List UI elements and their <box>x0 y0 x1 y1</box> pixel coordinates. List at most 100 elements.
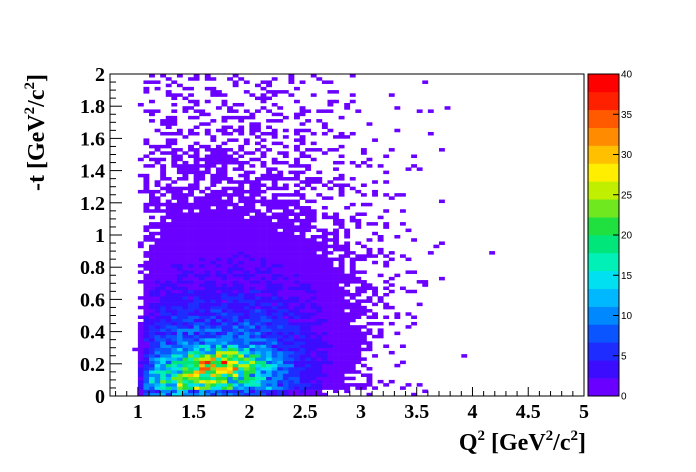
heatmap-bin <box>243 373 250 377</box>
heatmap-bin <box>333 283 339 287</box>
heatmap-bin <box>249 344 256 348</box>
heatmap-bin <box>316 235 323 239</box>
heatmap-bin <box>204 196 211 200</box>
heatmap-bin <box>160 357 167 361</box>
heatmap-bin <box>366 373 373 377</box>
heatmap-bin <box>137 370 144 374</box>
heatmap-bin <box>238 209 245 213</box>
heatmap-bin <box>266 273 273 278</box>
heatmap-bin <box>254 228 261 233</box>
heatmap-bin <box>188 218 194 223</box>
heatmap-bin <box>171 235 178 239</box>
heatmap-bin <box>277 280 284 284</box>
heatmap-bin <box>282 383 289 387</box>
heatmap-bin <box>310 341 317 345</box>
heatmap-bin <box>165 325 172 329</box>
heatmap-bin <box>193 370 200 374</box>
heatmap-bin <box>282 151 289 155</box>
heatmap-bin <box>176 83 183 88</box>
heatmap-bin <box>188 99 194 104</box>
heatmap-bin <box>310 283 317 287</box>
heatmap-bin <box>266 96 273 101</box>
heatmap-bin <box>243 138 250 142</box>
heatmap-bin <box>305 119 312 123</box>
heatmap-bin <box>243 363 250 368</box>
y-tick-label: 0 <box>95 386 105 408</box>
heatmap-bin <box>149 367 155 371</box>
heatmap-bin <box>316 347 323 352</box>
heatmap-bin <box>254 193 261 197</box>
heatmap-bin <box>310 299 317 303</box>
heatmap-bin <box>221 119 228 123</box>
heatmap-bin <box>238 228 245 233</box>
heatmap-bin <box>344 367 351 371</box>
heatmap-bin <box>266 325 273 329</box>
heatmap-bin <box>310 280 317 284</box>
heatmap-bin <box>243 367 250 371</box>
heatmap-bin <box>305 376 312 381</box>
heatmap-bin <box>254 309 261 313</box>
heatmap-bin <box>260 276 267 281</box>
heatmap-bin <box>355 309 362 313</box>
heatmap-bin <box>243 225 250 229</box>
heatmap-bin <box>232 392 239 397</box>
heatmap-bin <box>221 321 228 326</box>
heatmap-bin <box>221 280 228 284</box>
heatmap-bin <box>199 273 206 278</box>
heatmap-bin <box>282 247 289 252</box>
heatmap-bin <box>221 363 228 368</box>
heatmap-bin <box>288 376 295 381</box>
heatmap-bin <box>316 260 323 265</box>
heatmap-bin <box>282 280 289 284</box>
palette-swatch <box>588 127 619 146</box>
heatmap-bin <box>227 244 233 249</box>
heatmap-bin <box>204 215 211 220</box>
heatmap-bin <box>238 173 245 178</box>
heatmap-bin <box>288 392 295 397</box>
heatmap-bin <box>171 321 178 326</box>
heatmap-bin <box>149 80 155 84</box>
heatmap-bin <box>143 238 150 242</box>
heatmap-bin <box>271 257 278 262</box>
heatmap-bin <box>266 370 273 374</box>
heatmap-bin <box>143 367 150 371</box>
heatmap-bin <box>288 373 295 377</box>
heatmap-bin <box>294 344 300 348</box>
heatmap-bin <box>299 296 306 300</box>
heatmap-bin <box>305 350 312 355</box>
heatmap-bin <box>249 379 256 384</box>
heatmap-bin <box>227 360 233 365</box>
heatmap-bin <box>383 222 390 226</box>
heatmap-bin <box>165 360 172 365</box>
heatmap-bin <box>171 328 178 332</box>
heatmap-bin <box>333 347 339 352</box>
heatmap-bin <box>249 112 256 117</box>
heatmap-bin <box>243 280 250 284</box>
heatmap-bin <box>277 325 284 329</box>
heatmap-bin <box>355 286 362 291</box>
heatmap-bin <box>411 270 418 274</box>
heatmap-bin <box>143 302 150 307</box>
heatmap-bin <box>171 347 178 352</box>
heatmap-bin <box>355 305 362 310</box>
heatmap-bin <box>355 325 362 329</box>
heatmap-bin <box>338 373 345 377</box>
heatmap-bin <box>266 334 273 339</box>
heatmap-bin <box>316 270 323 274</box>
heatmap-bin <box>137 331 144 336</box>
heatmap-bin <box>188 93 194 97</box>
heatmap-bin <box>266 238 273 242</box>
heatmap-bin <box>204 331 211 336</box>
heatmap-bin <box>349 202 356 207</box>
heatmap-bin <box>171 109 178 113</box>
heatmap-bin <box>282 379 289 384</box>
heatmap-bin <box>254 325 261 329</box>
heatmap-bin <box>204 244 211 249</box>
heatmap-bin <box>344 302 351 307</box>
heatmap-bin <box>188 280 194 284</box>
heatmap-bin <box>238 244 245 249</box>
heatmap-bin <box>288 199 295 204</box>
heatmap-bin <box>305 177 312 181</box>
heatmap-bin <box>215 309 222 313</box>
heatmap-bin <box>349 270 356 274</box>
